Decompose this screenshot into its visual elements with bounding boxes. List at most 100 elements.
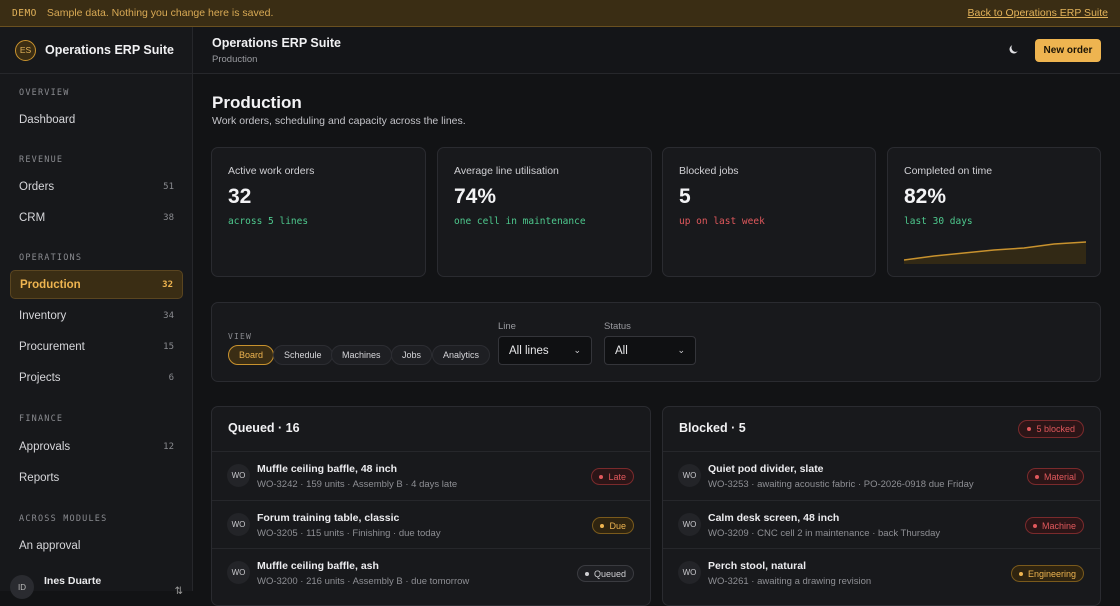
sparkline-chart [904, 241, 1086, 264]
filters-bar: VIEW Board Schedule Machines Jobs Analyt… [211, 302, 1101, 382]
view-tab-schedule[interactable]: Schedule [273, 345, 333, 365]
panel-title: Queued · 16 [228, 421, 300, 435]
work-order-row[interactable]: WO Muffle ceiling baffle, ash WO-3200 · … [212, 548, 650, 597]
line-select[interactable]: All lines ⌄ [498, 336, 592, 365]
status-badge: Due [592, 517, 634, 534]
line-select-value: All lines [509, 344, 549, 357]
user-name: Ines Duarte [44, 575, 102, 587]
sidebar-item-label: Projects [19, 371, 61, 384]
view-tab-machines[interactable]: Machines [331, 345, 392, 365]
work-order-details: WO-3242 · 159 units · Assembly B · 4 day… [257, 479, 458, 490]
brand[interactable]: ES Operations ERP Suite [0, 27, 192, 74]
work-order-title: Muffle ceiling baffle, 48 inch [257, 463, 398, 475]
sidebar-item-label: An approval [19, 539, 81, 552]
status-filter-label: Status [604, 321, 631, 332]
stat-note: across 5 lines [228, 216, 309, 227]
work-order-details: WO-3205 · 115 units · Finishing · due to… [257, 528, 441, 539]
sidebar-item-inventory[interactable]: Inventory 34 [10, 301, 183, 330]
moon-icon[interactable] [1008, 43, 1022, 57]
chevron-down-icon: ⌄ [573, 345, 581, 355]
new-order-button[interactable]: New order [1035, 39, 1101, 62]
back-link[interactable]: Back to Operations ERP Suite [967, 7, 1108, 19]
status-select[interactable]: All ⌄ [604, 336, 696, 365]
sidebar-item-label: CRM [19, 211, 46, 224]
work-order-row[interactable]: WO Calm desk screen, 48 inch WO-3209 · C… [663, 500, 1100, 549]
sidebar-item-count: 34 [163, 310, 174, 321]
sidebar-item-count: 12 [163, 441, 174, 452]
page-subtitle: Work orders, scheduling and capacity acr… [212, 115, 466, 127]
sidebar-item-count: 32 [162, 279, 173, 290]
stat-note: up on last week [679, 216, 765, 227]
stat-label: Completed on time [904, 165, 993, 177]
line-filter-label: Line [498, 321, 516, 332]
stat-note: one cell in maintenance [454, 216, 586, 227]
stat-label: Average line utilisation [454, 165, 559, 177]
sidebar-item-an-approval[interactable]: An approval [10, 531, 183, 560]
status-badge: Queued [576, 565, 634, 582]
sidebar-item-count: 6 [168, 372, 174, 383]
work-order-avatar: WO [678, 513, 701, 536]
section-label-operations: OPERATIONS [19, 253, 83, 263]
work-order-details: WO-3261 · awaiting a drawing revision [708, 576, 872, 587]
work-order-title: Calm desk screen, 48 inch [708, 512, 840, 524]
work-order-row[interactable]: WO Quiet pod divider, slate WO-3253 · aw… [663, 451, 1100, 500]
header-title: Operations ERP Suite [212, 36, 341, 50]
top-header: Operations ERP Suite Production New orde… [193, 27, 1120, 74]
status-badge: Material [1026, 468, 1084, 485]
work-order-avatar: WO [227, 464, 250, 487]
chevron-down-icon: ⌄ [677, 345, 685, 355]
sidebar-item-label: Production [20, 278, 81, 291]
stat-value: 74% [454, 185, 497, 208]
sidebar-item-count: 15 [163, 341, 174, 352]
stat-card-completed-on-time: Completed on time 82% last 30 days [887, 147, 1101, 277]
view-tab-analytics[interactable]: Analytics [432, 345, 491, 365]
work-order-details: WO-3200 · 216 units · Assembly B · due t… [257, 576, 470, 587]
stat-card-blocked-jobs: Blocked jobs 5 up on last week [662, 147, 876, 277]
sidebar-item-procurement[interactable]: Procurement 15 [10, 332, 183, 361]
work-order-avatar: WO [678, 561, 701, 584]
sidebar-item-count: 38 [163, 212, 174, 223]
brand-name: Operations ERP Suite [45, 43, 174, 57]
sidebar-item-production[interactable]: Production 32 [10, 270, 183, 299]
stat-label: Active work orders [228, 165, 315, 177]
view-tab-board[interactable]: Board [228, 345, 275, 365]
user-profile[interactable]: ID Ines Duarte ⇅ [10, 572, 183, 602]
demo-banner: DEMO Sample data. Nothing you change her… [0, 0, 1120, 27]
demo-message: Sample data. Nothing you change here is … [46, 7, 274, 19]
work-order-row[interactable]: WO Perch stool, natural WO-3261 · awaiti… [663, 548, 1100, 597]
work-order-avatar: WO [227, 513, 250, 536]
section-label-revenue: REVENUE [19, 155, 64, 165]
sidebar-item-label: Reports [19, 471, 60, 484]
stat-value: 32 [228, 185, 252, 208]
sidebar-item-dashboard[interactable]: Dashboard [10, 105, 183, 134]
status-badge: Machine [1024, 517, 1084, 534]
stat-value: 5 [679, 185, 691, 208]
work-order-avatar: WO [678, 464, 701, 487]
stat-value: 82% [904, 185, 947, 208]
work-order-title: Quiet pod divider, slate [708, 463, 824, 475]
sidebar-item-reports[interactable]: Reports [10, 463, 183, 492]
work-order-avatar: WO [227, 561, 250, 584]
sidebar-item-crm[interactable]: CRM 38 [10, 203, 183, 232]
stat-note: last 30 days [904, 216, 973, 227]
sidebar-item-projects[interactable]: Projects 6 [10, 363, 183, 392]
brand-logo: ES [15, 39, 36, 61]
sidebar-item-label: Inventory [19, 309, 67, 322]
stat-label: Blocked jobs [679, 165, 739, 177]
sidebar-item-count: 51 [163, 181, 174, 192]
sidebar-item-approvals[interactable]: Approvals 12 [10, 432, 183, 461]
breadcrumb: Production [212, 54, 258, 65]
sidebar-item-orders[interactable]: Orders 51 [10, 172, 183, 201]
view-tab-jobs[interactable]: Jobs [391, 345, 433, 365]
blocked-panel: Blocked · 5 5 blocked WO Quiet pod divid… [662, 406, 1101, 606]
user-menu-icon[interactable]: ⇅ [174, 585, 183, 597]
demo-tag: DEMO [12, 7, 37, 19]
work-order-title: Forum training table, classic [257, 512, 400, 524]
work-order-row[interactable]: WO Muffle ceiling baffle, 48 inch WO-324… [212, 451, 650, 500]
section-label-overview: OVERVIEW [19, 88, 70, 98]
sidebar-item-label: Dashboard [19, 113, 76, 126]
work-order-title: Perch stool, natural [708, 560, 807, 572]
sidebar-item-label: Orders [19, 180, 55, 193]
stat-card-line-utilisation: Average line utilisation 74% one cell in… [437, 147, 652, 277]
work-order-row[interactable]: WO Forum training table, classic WO-3205… [212, 500, 650, 549]
